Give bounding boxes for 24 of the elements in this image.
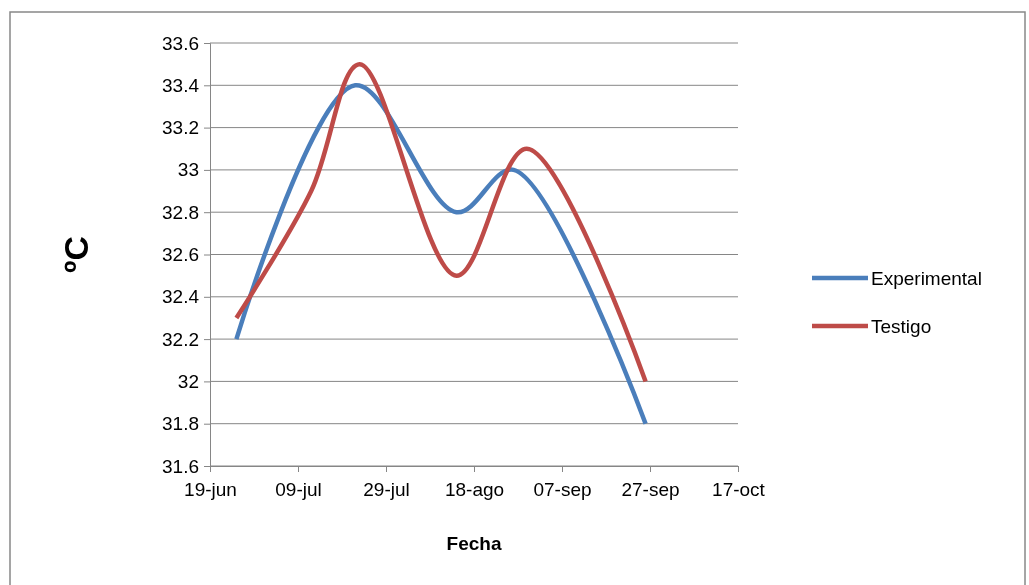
x-tick-label: 19-jun [184, 478, 237, 500]
x-tick-label: 09-jul [275, 478, 322, 500]
x-tick-label: 27-sep [621, 478, 680, 500]
x-tick-label: 29-jul [363, 478, 410, 500]
line-series [234, 61, 648, 384]
y-axis-title: ºC [57, 236, 95, 273]
x-tick-label: 07-sep [533, 478, 592, 500]
y-tick-label: 32.6 [162, 244, 199, 266]
legend-label: Testigo [871, 315, 932, 337]
y-tick-label: 32.8 [162, 201, 199, 223]
x-tick-label: 17-oct [712, 478, 766, 500]
y-tick-label: 32.4 [162, 286, 200, 308]
x-tick-label: 18-ago [444, 478, 505, 500]
y-tick-label: 31.6 [162, 455, 199, 477]
y-tick-label: 33.6 [162, 32, 199, 54]
y-tick-label: 32 [177, 370, 199, 392]
y-tick-label: 32.2 [162, 328, 199, 350]
y-tick-label: 33 [177, 159, 199, 181]
y-tick-label: 31.8 [162, 413, 199, 435]
legend-label: Experimental [871, 267, 982, 289]
y-tick-label: 33.2 [162, 117, 199, 139]
y-tick-label: 33.4 [162, 74, 200, 96]
line-series [234, 83, 648, 426]
x-axis-title: Fecha [446, 533, 502, 554]
